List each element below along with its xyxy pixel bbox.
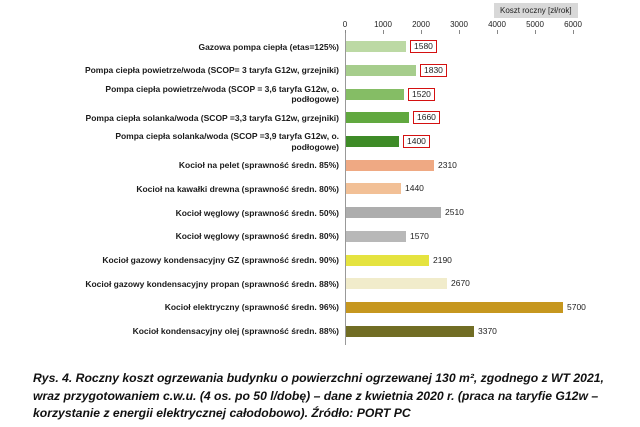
category-label: Pompa ciepła powietrze/woda (SCOP = 3,6 … [105,84,339,105]
chart-row: Kocioł gazowy kondensacyjny propan (spra… [0,272,640,296]
chart-row: Kocioł elektryczny (sprawność średn. 96%… [0,296,640,320]
axis-tick-label: 4000 [488,20,506,29]
chart-row: Kocioł węglowy (sprawność średn. 80%) 157… [0,225,640,249]
bar [346,136,399,148]
category-label: Kocioł kondensacyjny olej (sprawność śre… [132,326,339,336]
bar-area: 2310 [345,153,640,177]
chart-row: Pompa ciepła powietrze/woda (SCOP= 3 tar… [0,59,640,83]
figure-caption: Rys. 4. Roczny koszt ogrzewania budynku … [33,371,604,421]
bar-area: 1400 [345,130,640,154]
category-label: Pompa ciepła solanka/woda (SCOP =3,9 tar… [115,131,339,152]
value-label: 1830 [420,64,447,78]
axis-title: Koszt roczny [zł/rok] [494,3,578,18]
category-label: Kocioł na kawałki drewna (sprawność śred… [136,183,339,194]
category-label: Kocioł gazowy kondensacyjny propan (spra… [85,278,339,289]
axis-tick-mark [459,30,460,34]
value-label: 1440 [405,183,424,194]
category-label: Kocioł węglowy (sprawność średn. 80%) [175,231,339,242]
axis-tick-label: 0 [342,20,348,29]
value-label: 1400 [403,135,430,149]
axis-tick-label: 3000 [450,20,468,29]
category-label: Pompa ciepła powietrze/woda (SCOP= 3 tar… [84,65,339,76]
chart-row: Pompa ciepła solanka/woda (SCOP =3,3 tar… [0,106,640,130]
bar [346,207,441,219]
category-label: Kocioł gazowy kondensacyjny GZ (sprawnoś… [102,254,339,265]
category-label: Kocioł na pelet (sprawność średn. 85%) [178,160,339,171]
value-label: 2310 [438,159,457,170]
bar-area: 1830 [345,59,640,83]
axis-zero-line [345,33,346,345]
chart-row: Kocioł na kawałki drewna (sprawność śred… [0,177,640,201]
bar [346,65,416,77]
value-label: 3370 [478,325,497,336]
bar-area: 5700 [345,296,640,320]
axis-tick-label: 5000 [526,20,544,29]
axis-tick-mark [573,30,574,34]
bar [346,278,447,290]
axis-tick-label: 6000 [564,20,582,29]
value-label: 2510 [445,207,464,218]
bar-area: 1570 [345,225,640,249]
chart-row: Kocioł gazowy kondensacyjny GZ (sprawnoś… [0,248,640,272]
axis-tick-mark [383,30,384,34]
bar [346,325,474,337]
bar [346,254,429,266]
value-label: 2190 [433,254,452,265]
bar-area: 1440 [345,177,640,201]
category-label: Kocioł elektryczny (sprawność średn. 96%… [164,302,339,313]
category-label: Gazowa pompa ciepła (etas=125%) [198,41,339,52]
chart-row: Pompa ciepła powietrze/woda (SCOP = 3,6 … [0,82,640,106]
bar-area: 1580 [345,35,640,59]
bar-area: 2670 [345,272,640,296]
bar [346,41,406,53]
axis-tick-mark [535,30,536,34]
axis-tick-mark [345,30,346,34]
category-label: Kocioł węglowy (sprawność średn. 50%) [175,207,339,218]
chart-row: Kocioł węglowy (sprawność średn. 50%) 251… [0,201,640,225]
category-label: Pompa ciepła solanka/woda (SCOP =3,3 tar… [85,112,339,123]
bar [346,301,563,313]
chart-row: Kocioł kondensacyjny olej (sprawność śre… [0,319,640,343]
bar [346,112,409,124]
bar-area: 1520 [345,82,640,106]
bar-chart: Koszt roczny [zł/rok] 0 1000 2000 3000 4000 5… [0,3,640,345]
chart-row: Gazowa pompa ciepła (etas=125%) 1580 [0,35,640,59]
axis-tick-mark [497,30,498,34]
value-label: 1660 [413,111,440,125]
bar [346,88,404,100]
chart-row: Pompa ciepła solanka/woda (SCOP =3,9 tar… [0,130,640,154]
chart-row: Kocioł na pelet (sprawność średn. 85%) 23… [0,153,640,177]
bar-area: 3370 [345,319,640,343]
bar [346,183,401,195]
axis-tick-mark [421,30,422,34]
value-label: 1570 [410,230,429,241]
bar [346,159,434,171]
bar-area: 1660 [345,106,640,130]
bar [346,230,406,242]
axis-ticks: 0 1000 2000 3000 4000 5000 6000 [342,20,585,34]
axis-tick-label: 1000 [374,20,392,29]
value-label: 1520 [408,87,435,101]
axis-tick-label: 2000 [412,20,430,29]
value-label: 2670 [451,278,470,289]
value-label: 5700 [567,301,586,312]
value-label: 1580 [410,40,437,54]
bar-area: 2510 [345,201,640,225]
bar-area: 2190 [345,248,640,272]
chart-rows: Gazowa pompa ciepła (etas=125%) 1580 Pompa… [0,35,640,343]
